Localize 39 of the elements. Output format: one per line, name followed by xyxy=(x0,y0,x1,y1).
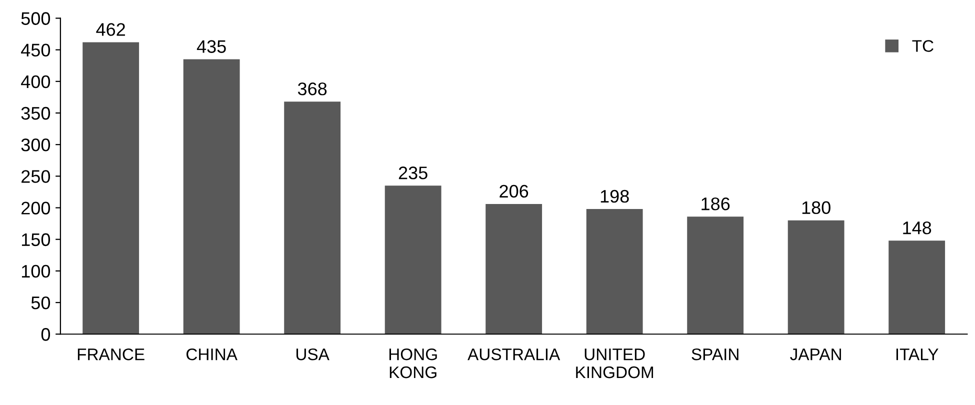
data-label: 368 xyxy=(298,82,327,96)
y-tick-label: 0 xyxy=(41,328,50,341)
x-tick-label: HONG KONG xyxy=(389,348,437,378)
y-tick-label: 500 xyxy=(21,12,50,25)
x-tick-label: USA xyxy=(296,348,330,360)
x-tick-label: UNITED KINGDOM xyxy=(576,348,654,378)
data-label: 186 xyxy=(702,197,730,210)
data-label: 462 xyxy=(96,23,125,36)
y-tick-label: 50 xyxy=(31,296,50,310)
data-label: 148 xyxy=(903,221,932,234)
data-label: 180 xyxy=(802,201,830,214)
data-label: 235 xyxy=(398,166,428,180)
bar xyxy=(284,102,341,334)
data-label: 435 xyxy=(196,40,226,53)
y-tick-label: 400 xyxy=(21,75,50,88)
bar xyxy=(888,240,946,334)
x-tick-label: FRANCE xyxy=(78,348,144,360)
x-tick-label: JAPAN xyxy=(790,348,841,360)
x-tick-label: ITALY xyxy=(896,348,938,360)
bar xyxy=(384,186,442,334)
data-label: 206 xyxy=(500,184,528,198)
bar xyxy=(788,220,844,334)
y-tick-label: 200 xyxy=(22,202,50,214)
bar xyxy=(687,216,744,334)
y-tick-label: 250 xyxy=(22,170,50,183)
y-tick-label: 100 xyxy=(22,264,50,278)
x-tick-label: SPAIN xyxy=(692,348,738,360)
x-tick-label: CHINA xyxy=(186,348,238,360)
data-label: 198 xyxy=(600,190,629,203)
bar xyxy=(586,209,643,334)
y-tick-label: 150 xyxy=(22,233,50,246)
y-tick-label: 350 xyxy=(21,106,50,120)
bar xyxy=(486,204,542,334)
x-tick-label: AUSTRALIA xyxy=(468,348,560,360)
bar xyxy=(82,42,140,334)
legend-label: TC xyxy=(912,40,934,52)
y-tick-label: 300 xyxy=(21,138,50,152)
bar xyxy=(183,59,240,334)
y-tick-label: 450 xyxy=(21,44,50,57)
